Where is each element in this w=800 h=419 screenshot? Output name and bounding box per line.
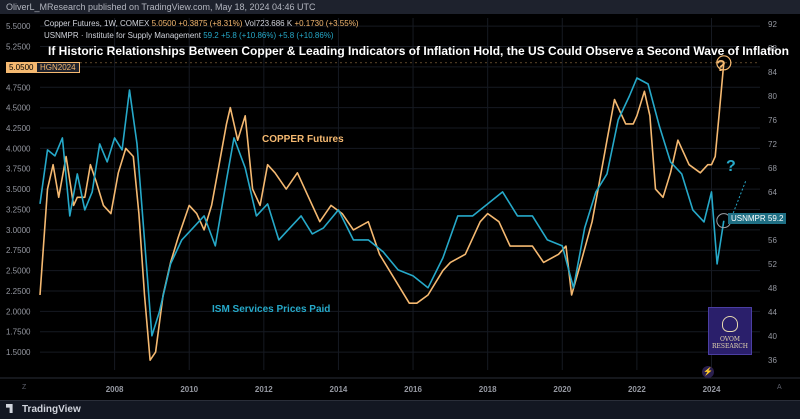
left-tick-label: 3.5000 — [6, 185, 31, 194]
copper-symbol-tag: HGN2024 — [36, 62, 80, 73]
publisher-line: OliverL_MResearch published on TradingVi… — [6, 2, 316, 12]
left-tick-label: 5.5000 — [6, 22, 31, 31]
right-tick-label: 36 — [768, 356, 777, 365]
right-tick-label: 56 — [768, 236, 777, 245]
right-tick-label: 88 — [768, 44, 777, 53]
right-tick-label: 72 — [768, 140, 777, 149]
left-tick-label: 2.5000 — [6, 267, 31, 276]
left-tick-label: 1.5000 — [6, 348, 31, 357]
ism-series-line[interactable] — [39, 77, 725, 337]
left-tick-label: 2.0000 — [6, 307, 31, 316]
footer-bar: TradingView — [0, 400, 800, 419]
copper-last-circle — [716, 55, 732, 71]
publisher-bar: OliverL_MResearch published on TradingVi… — [0, 0, 800, 14]
x-tick-label: 2018 — [479, 385, 497, 394]
copper-legend-price: 5.0500 — [151, 19, 177, 28]
x-tick-label: 2020 — [553, 385, 571, 394]
copper-legend-vol-change: +0.1730 (+3.55%) — [294, 19, 359, 28]
left-tick-label: 4.0000 — [6, 144, 31, 153]
axis-corner-left[interactable]: Z — [22, 384, 27, 391]
left-tick-label: 2.2500 — [6, 287, 31, 296]
copper-price-tag: 5.0500 — [6, 62, 37, 73]
left-tick-label: 3.7500 — [6, 165, 31, 174]
ism-legend[interactable]: USNMPR · Institute for Supply Management… — [44, 31, 334, 40]
x-tick-label: 2022 — [628, 385, 646, 394]
time-axis[interactable]: 2008 2010 2012 2014 2016 2018 2020 2022 2024 — [0, 377, 800, 394]
x-tick-label: 2012 — [255, 385, 273, 394]
copper-series-label: COPPER Futures — [262, 134, 344, 145]
ism-legend-change: +5.8 (+10.86%) — [221, 31, 277, 40]
left-tick-label: 3.0000 — [6, 226, 31, 235]
right-tick-label: 68 — [768, 164, 777, 173]
copper-series-line[interactable] — [39, 62, 725, 362]
right-tick-label: 52 — [768, 260, 777, 269]
right-tick-label: 48 — [768, 284, 777, 293]
ism-value-tag: USNMPR 59.2 — [728, 213, 787, 224]
ism-value: 59.2 — [767, 214, 784, 223]
left-tick-label: 1.7500 — [6, 328, 31, 337]
ism-legend-value: 59.2 — [203, 31, 219, 40]
chart-canvas[interactable]: 1.5000 1.7500 2.0000 2.2500 2.5000 2.7500 3.00… — [0, 14, 800, 400]
tradingview-brand: TradingView — [22, 404, 81, 415]
left-tick-label: 4.5000 — [6, 104, 31, 113]
chart-title: If Historic Relationships Between Copper… — [48, 44, 789, 58]
brain-icon — [722, 316, 738, 332]
x-tick-label: 2016 — [404, 385, 422, 394]
right-tick-label: 92 — [768, 20, 777, 29]
annotation-marks — [40, 55, 760, 229]
left-tick-label: 4.2500 — [6, 124, 31, 133]
ism-question-mark: ? — [726, 158, 736, 175]
tradingview-icon — [6, 404, 13, 413]
x-tick-label: 2008 — [106, 385, 124, 394]
tradingview-logo[interactable]: TradingView — [6, 404, 81, 415]
ism-legend-name: USNMPR · Institute for Supply Management — [44, 31, 201, 40]
ism-series-label: ISM Services Prices Paid — [212, 304, 331, 315]
series-group — [39, 62, 725, 362]
axis-corner-right[interactable]: A — [777, 384, 782, 391]
left-tick-label: 4.7500 — [6, 83, 31, 92]
right-tick-label: 64 — [768, 188, 777, 197]
right-tick-label: 76 — [768, 116, 777, 125]
grid-lines — [40, 18, 760, 370]
copper-legend-change: +0.3875 (+8.31%) — [178, 19, 243, 28]
copper-legend-name: Copper Futures, 1W, COMEX — [44, 19, 150, 28]
left-price-axis[interactable]: 1.5000 1.7500 2.0000 2.2500 2.5000 2.7500 3.00… — [6, 22, 31, 357]
ism-symbol: USNMPR — [731, 214, 766, 223]
x-tick-label: 2014 — [330, 385, 348, 394]
right-value-axis[interactable]: 364044485256606468727680848892 — [768, 20, 777, 365]
copper-legend[interactable]: Copper Futures, 1W, COMEX 5.0500 +0.3875… — [44, 19, 358, 28]
logo-text: OVOM RESEARCH — [711, 336, 749, 350]
left-tick-label: 5.2500 — [6, 43, 31, 52]
left-tick-label: 2.7500 — [6, 246, 31, 255]
ism-legend-change-2: +5.8 (+10.86%) — [278, 31, 334, 40]
x-tick-label: 2024 — [703, 385, 721, 394]
copper-question-mark: ? — [716, 58, 726, 75]
right-tick-label: 40 — [768, 332, 777, 341]
right-tick-label: 84 — [768, 68, 777, 77]
left-tick-label: 3.2500 — [6, 205, 31, 214]
lightning-icon[interactable]: ⚡ — [702, 366, 714, 378]
right-tick-label: 80 — [768, 92, 777, 101]
x-tick-label: 2010 — [180, 385, 198, 394]
ovom-research-logo: OVOM RESEARCH — [708, 307, 752, 355]
copper-legend-volume: Vol723.686 K — [244, 19, 293, 28]
right-tick-label: 44 — [768, 308, 777, 317]
ism-projection-arrow — [731, 180, 747, 217]
